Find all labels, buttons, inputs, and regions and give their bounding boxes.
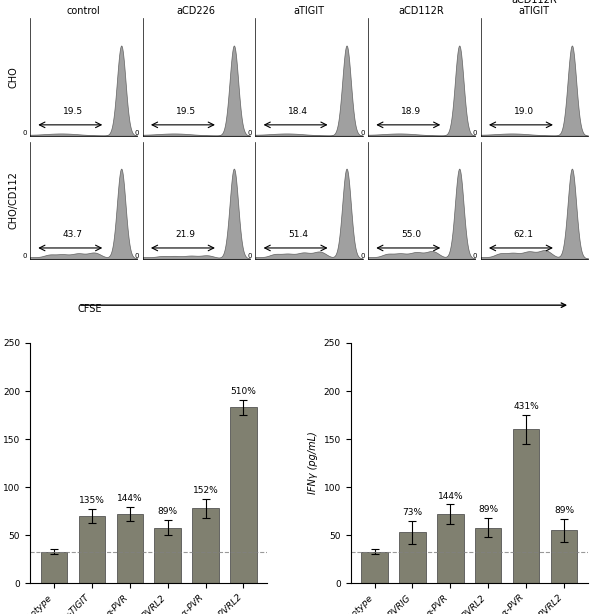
- Text: 43.7: 43.7: [63, 230, 83, 239]
- Text: 135%: 135%: [79, 496, 105, 505]
- Text: 510%: 510%: [230, 387, 256, 396]
- Text: 19.5: 19.5: [176, 107, 196, 116]
- Text: 0: 0: [135, 253, 139, 258]
- Text: 0: 0: [248, 253, 252, 258]
- Bar: [154, 527, 181, 583]
- Text: 431%: 431%: [513, 402, 539, 411]
- Text: 89%: 89%: [478, 505, 498, 514]
- Text: 55.0: 55.0: [401, 230, 421, 239]
- Text: 0: 0: [248, 130, 252, 136]
- Text: 0: 0: [360, 253, 365, 258]
- Bar: [399, 532, 426, 583]
- Title: aCD226: aCD226: [177, 6, 216, 16]
- Text: 21.9: 21.9: [176, 230, 196, 239]
- Bar: [361, 551, 388, 583]
- Bar: [79, 516, 105, 583]
- Text: CFSE: CFSE: [78, 304, 103, 314]
- Bar: [513, 429, 539, 583]
- Text: 89%: 89%: [554, 506, 574, 515]
- Text: 0: 0: [473, 130, 478, 136]
- Bar: [192, 508, 219, 583]
- Bar: [475, 527, 502, 583]
- Text: 62.1: 62.1: [514, 230, 533, 239]
- Text: 144%: 144%: [117, 494, 143, 503]
- Text: 0: 0: [135, 130, 139, 136]
- Title: aCD112R: aCD112R: [399, 6, 445, 16]
- Text: 19.0: 19.0: [514, 107, 533, 116]
- Bar: [230, 407, 257, 583]
- Title: aTIGIT: aTIGIT: [293, 6, 325, 16]
- Text: 0: 0: [473, 253, 478, 258]
- Text: 0: 0: [360, 130, 365, 136]
- Text: 51.4: 51.4: [288, 230, 308, 239]
- Text: 18.4: 18.4: [288, 107, 308, 116]
- Bar: [116, 514, 143, 583]
- Text: 0: 0: [22, 253, 27, 258]
- Y-axis label: CHO/CD112: CHO/CD112: [9, 171, 19, 229]
- Y-axis label: IFNγ (pg/mL): IFNγ (pg/mL): [308, 432, 318, 494]
- Title: control: control: [67, 6, 101, 16]
- Text: 144%: 144%: [437, 492, 463, 500]
- Text: 18.9: 18.9: [401, 107, 421, 116]
- Bar: [41, 551, 67, 583]
- Text: 89%: 89%: [158, 507, 178, 516]
- Text: 152%: 152%: [193, 486, 218, 495]
- Text: 19.5: 19.5: [63, 107, 83, 116]
- Bar: [437, 514, 464, 583]
- Text: 73%: 73%: [403, 508, 422, 517]
- Text: 0: 0: [22, 130, 27, 136]
- Bar: [551, 530, 577, 583]
- Title: aCD112R
aTIGIT: aCD112R aTIGIT: [511, 0, 557, 16]
- Y-axis label: CHO: CHO: [9, 66, 19, 88]
